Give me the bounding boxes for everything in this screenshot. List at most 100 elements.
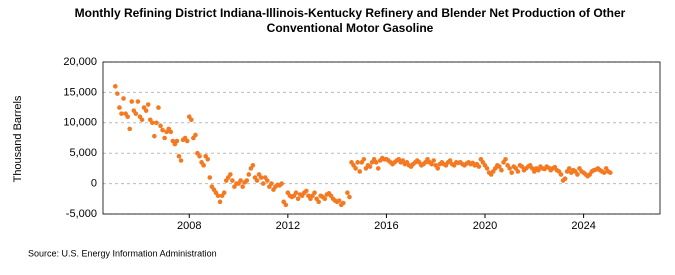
data-point: [221, 190, 227, 196]
data-point: [244, 178, 250, 183]
data-point: [156, 105, 161, 110]
data-point: [174, 138, 180, 144]
data-point: [435, 166, 441, 171]
y-tick-label: 10,000: [63, 117, 97, 129]
data-point: [133, 111, 139, 116]
data-point: [355, 160, 360, 165]
data-point: [336, 198, 342, 203]
data-point: [260, 181, 266, 186]
data-point: [207, 175, 213, 180]
data-point: [293, 190, 299, 196]
data-point: [113, 84, 118, 89]
data-point: [168, 129, 174, 135]
data-point: [184, 138, 190, 144]
data-point: [238, 178, 243, 183]
data-point: [519, 164, 525, 169]
data-point: [279, 181, 284, 186]
data-point: [566, 166, 572, 171]
data-point: [119, 111, 124, 116]
data-point: [154, 120, 159, 126]
data-point: [497, 164, 502, 169]
data-point: [357, 169, 363, 174]
chart-title: Monthly Refining District Indiana-Illino…: [74, 6, 626, 35]
data-point: [575, 172, 580, 177]
data-point: [215, 193, 221, 199]
y-tick-label: -5,000: [66, 208, 97, 220]
data-point: [515, 169, 521, 174]
data-point: [503, 156, 508, 162]
data-point: [121, 96, 126, 101]
data-point: [178, 158, 184, 163]
data-point: [160, 127, 165, 133]
data-point: [375, 166, 381, 171]
data-point: [507, 166, 512, 171]
data-point: [447, 158, 453, 163]
x-tick-label: 2008: [177, 220, 201, 232]
data-point: [476, 164, 482, 169]
data-point: [536, 167, 541, 173]
data-point: [429, 161, 434, 167]
data-point: [205, 156, 211, 162]
data-point: [353, 166, 358, 171]
data-point: [127, 126, 132, 132]
data-point: [197, 153, 202, 159]
data-point: [246, 172, 252, 177]
data-point: [283, 202, 289, 208]
data-point: [345, 190, 350, 196]
data-point: [162, 135, 167, 141]
y-axis-label: Thousand Barrels: [12, 95, 24, 182]
data-point: [143, 108, 149, 113]
y-tick-label: 15,000: [63, 86, 97, 98]
data-point: [499, 167, 504, 173]
data-point: [115, 91, 120, 96]
data-point: [258, 175, 264, 180]
data-point: [431, 158, 436, 163]
data-point: [562, 176, 568, 182]
data-point: [125, 114, 130, 120]
data-point: [152, 133, 157, 139]
data-point: [145, 102, 151, 107]
data-point: [135, 99, 141, 104]
data-point: [304, 188, 309, 194]
data-point: [340, 200, 346, 206]
data-point: [149, 120, 155, 126]
data-point: [189, 117, 194, 123]
data-point: [400, 158, 406, 163]
x-tick-label: 2024: [571, 220, 595, 232]
data-point: [316, 199, 321, 205]
data-point: [230, 178, 235, 183]
data-point: [139, 117, 145, 123]
data-point: [217, 199, 223, 205]
data-point: [250, 163, 256, 168]
data-point: [201, 163, 206, 168]
data-point: [176, 153, 182, 159]
y-tick-label: 0: [91, 178, 97, 190]
data-point: [558, 172, 564, 177]
x-tick-label: 2020: [473, 220, 497, 232]
data-point: [601, 170, 607, 175]
plot-frame: [102, 61, 661, 215]
data-point: [312, 190, 317, 196]
data-point: [129, 99, 135, 104]
data-point: [265, 178, 270, 183]
y-tick-label: 5,000: [69, 147, 97, 159]
x-tick-label: 2016: [374, 220, 398, 232]
data-point: [117, 105, 122, 110]
data-point: [269, 181, 274, 186]
data-point: [509, 170, 515, 175]
data-point: [193, 132, 198, 138]
y-tick-label: 20,000: [63, 56, 97, 68]
data-point: [228, 172, 233, 177]
source-note: Source: U.S. Energy Information Administ…: [28, 248, 217, 258]
data-point: [240, 184, 245, 189]
data-point: [361, 156, 367, 162]
data-point: [254, 178, 260, 183]
data-point: [367, 164, 373, 169]
data-point: [607, 170, 613, 175]
data-point: [347, 194, 352, 200]
data-point: [484, 166, 490, 171]
x-tick-label: 2012: [276, 220, 300, 232]
data-point: [295, 196, 301, 202]
